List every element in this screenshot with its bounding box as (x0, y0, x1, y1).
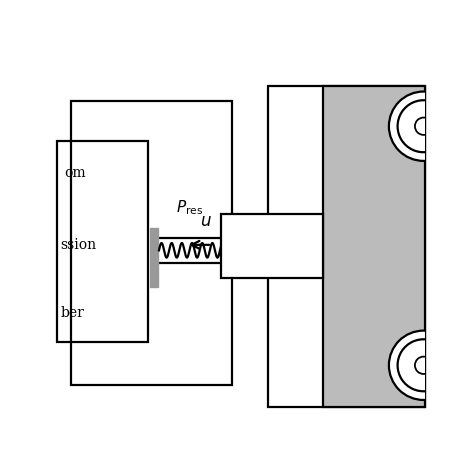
Circle shape (415, 356, 432, 374)
Bar (221, 214, 323, 278)
Text: om: om (64, 166, 86, 181)
Circle shape (389, 331, 458, 400)
Bar (150, 228, 158, 287)
Bar (323, 86, 425, 407)
Text: $P_{\rm res}$: $P_{\rm res}$ (176, 199, 203, 218)
Text: ssion: ssion (61, 238, 97, 252)
Bar (268, 86, 425, 407)
Circle shape (415, 118, 432, 135)
Text: ber: ber (61, 306, 84, 319)
Bar (72, 100, 232, 385)
Bar (57, 141, 148, 342)
Text: $u$: $u$ (200, 213, 211, 230)
Circle shape (389, 91, 458, 161)
